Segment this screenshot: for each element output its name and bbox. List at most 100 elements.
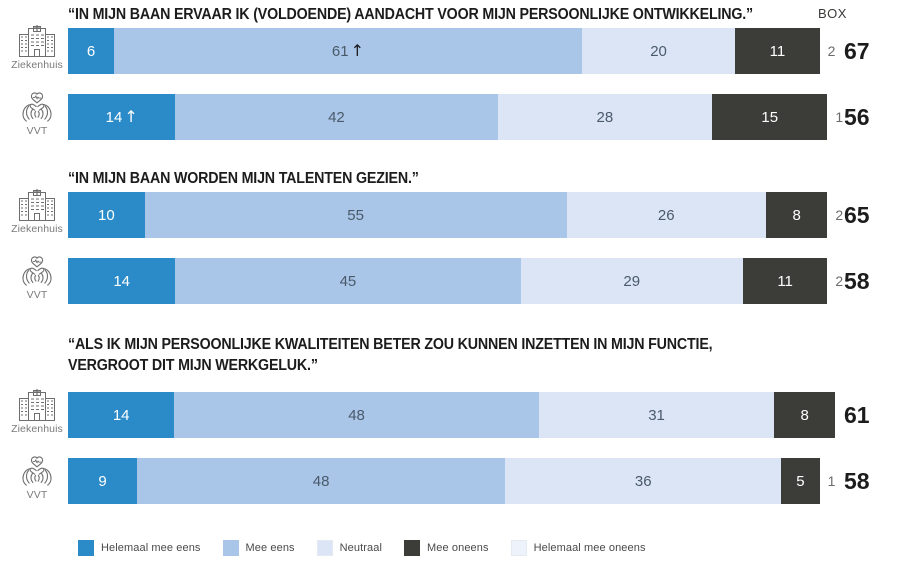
bar-segment-value: 48 <box>348 406 365 424</box>
legend-swatch <box>316 540 333 556</box>
sector-label: VVT <box>26 489 48 501</box>
bar-outside-value: 2 <box>835 207 844 223</box>
sector-icon-group: Ziekenhuis <box>6 24 68 71</box>
legend-label: Mee eens <box>245 542 295 554</box>
bar-segment-value: 31 <box>648 406 665 424</box>
legend-item: Mee oneens <box>404 540 489 556</box>
trend-up-arrow-icon: ↑ <box>350 41 364 60</box>
legend-swatch <box>222 540 239 556</box>
sector-row: Ziekenhuis 14 48 31 8 61 <box>0 389 900 438</box>
bar-segment: 42 <box>175 94 498 140</box>
bar-segment-value: 20 <box>650 42 667 60</box>
box-score-value: 56 <box>844 103 870 130</box>
hospital-icon <box>19 389 55 421</box>
sector-row: Ziekenhuis 6 61 ↑ 20 11 2 67 <box>0 25 900 74</box>
legend-item: Helemaal mee eens <box>78 540 201 556</box>
stacked-bar: 9 48 36 5 <box>68 458 835 504</box>
bar-segment: 48 <box>174 392 539 438</box>
stacked-bar: 10 55 26 8 <box>68 192 835 238</box>
sector-row: VVT 14 ↑ 42 28 15 1 56 <box>0 92 900 140</box>
bar-segment-value: 8 <box>800 406 809 424</box>
bar-segment: 15 <box>712 94 828 140</box>
bar-segment-value: 14 <box>113 272 131 290</box>
bar-segment: 8 <box>765 192 828 238</box>
legend-item: Neutraal <box>316 540 383 556</box>
caring-hands-heart-icon <box>22 92 52 122</box>
caring-hands-heart-icon <box>6 454 68 488</box>
sector-row: Ziekenhuis 10 55 26 8 2 65 <box>0 189 900 238</box>
bar-segment: 36 <box>505 458 782 504</box>
bar-segment: 31 <box>538 392 775 438</box>
caring-hands-heart-icon <box>22 456 52 486</box>
legend-swatch <box>404 540 421 556</box>
bar-segment-value: 61 ↑ <box>331 41 364 60</box>
legend-swatch <box>78 540 94 556</box>
question-title: “IN MIJN BAAN WORDEN MIJN TALENTEN GEZIE… <box>68 170 419 187</box>
hospital-icon <box>6 188 68 222</box>
bar-segment: 55 <box>144 192 567 238</box>
bar-segment: 29 <box>520 258 743 304</box>
bar-segment-value: 45 <box>339 272 357 290</box>
bar-segment: 11 <box>735 28 820 74</box>
bar-segment: 48 <box>137 458 506 504</box>
caring-hands-heart-icon <box>6 254 68 288</box>
stacked-bar: 14 ↑ 42 28 15 <box>68 94 835 140</box>
bar-segment: 61 ↑ <box>114 28 582 74</box>
legend-label: Mee oneens <box>427 542 489 554</box>
trend-up-arrow-icon: ↑ <box>124 107 138 126</box>
stacked-bar: 14 48 31 8 <box>68 392 835 438</box>
bar-segment: 14 <box>68 392 175 438</box>
stacked-bar: 6 61 ↑ 20 11 <box>68 28 835 74</box>
question-title: “ALS IK MIJN PERSOONLIJKE KWALITEITEN BE… <box>68 336 713 374</box>
bar-segment: 14 ↑ <box>68 94 176 140</box>
sector-label: Ziekenhuis <box>11 223 63 235</box>
question-title: “IN MIJN BAAN ERVAAR IK (VOLDOENDE) AAND… <box>68 6 754 23</box>
stacked-bar: 14 45 29 11 <box>68 258 835 304</box>
box-score-value: 58 <box>844 467 870 494</box>
bar-segment-value: 5 <box>796 472 805 490</box>
bar-segment-value: 14 ↑ <box>105 107 138 126</box>
bar-segment: 8 <box>774 392 835 438</box>
bar-outside-value: 2 <box>835 273 844 289</box>
box-score-value: 58 <box>844 267 870 294</box>
bar-segment-value: 11 <box>777 272 793 290</box>
bar-segment: 9 <box>68 458 138 504</box>
caring-hands-heart-icon <box>6 90 68 124</box>
bar-segment: 26 <box>566 192 766 238</box>
box-score-header: BOX <box>818 6 847 21</box>
sector-label: VVT <box>26 289 48 301</box>
hospital-icon <box>6 24 68 58</box>
bar-segment-value: 28 <box>596 108 614 126</box>
bar-segment-value: 10 <box>98 206 115 224</box>
bar-segment: 6 <box>68 28 115 74</box>
sector-icon-group: VVT <box>6 454 68 501</box>
sector-icon-group: Ziekenhuis <box>6 388 68 435</box>
legend-label: Helemaal mee oneens <box>533 542 646 554</box>
sector-label: Ziekenhuis <box>11 59 63 71</box>
bar-outside-value: 1 <box>827 473 836 489</box>
bar-segment-value: 6 <box>86 42 96 60</box>
bar-outside-value: 2 <box>827 43 836 59</box>
chart-legend: Helemaal mee eens Mee eens Neutraal Mee one… <box>78 540 668 556</box>
box-score-value: 61 <box>844 401 870 428</box>
sector-icon-group: VVT <box>6 254 68 301</box>
hospital-icon <box>6 388 68 422</box>
legend-item: Helemaal mee oneens <box>510 540 646 556</box>
bar-segment-value: 36 <box>634 472 652 490</box>
bar-segment: 14 <box>68 258 176 304</box>
bar-segment-value: 15 <box>761 108 779 126</box>
hospital-icon <box>19 189 55 221</box>
caring-hands-heart-icon <box>22 256 52 286</box>
bar-segment-value: 29 <box>623 272 641 290</box>
sector-label: VVT <box>26 125 48 137</box>
sector-icon-group: Ziekenhuis <box>6 188 68 235</box>
bar-segment-value: 55 <box>347 206 364 224</box>
bar-segment: 10 <box>68 192 145 238</box>
bar-segment-value: 48 <box>312 472 330 490</box>
legend-label: Neutraal <box>339 542 383 554</box>
legend-item: Mee eens <box>222 540 295 556</box>
bar-segment-value: 14 <box>112 406 130 424</box>
bar-segment: 11 <box>742 258 828 304</box>
bar-segment-value: 11 <box>769 42 786 60</box>
